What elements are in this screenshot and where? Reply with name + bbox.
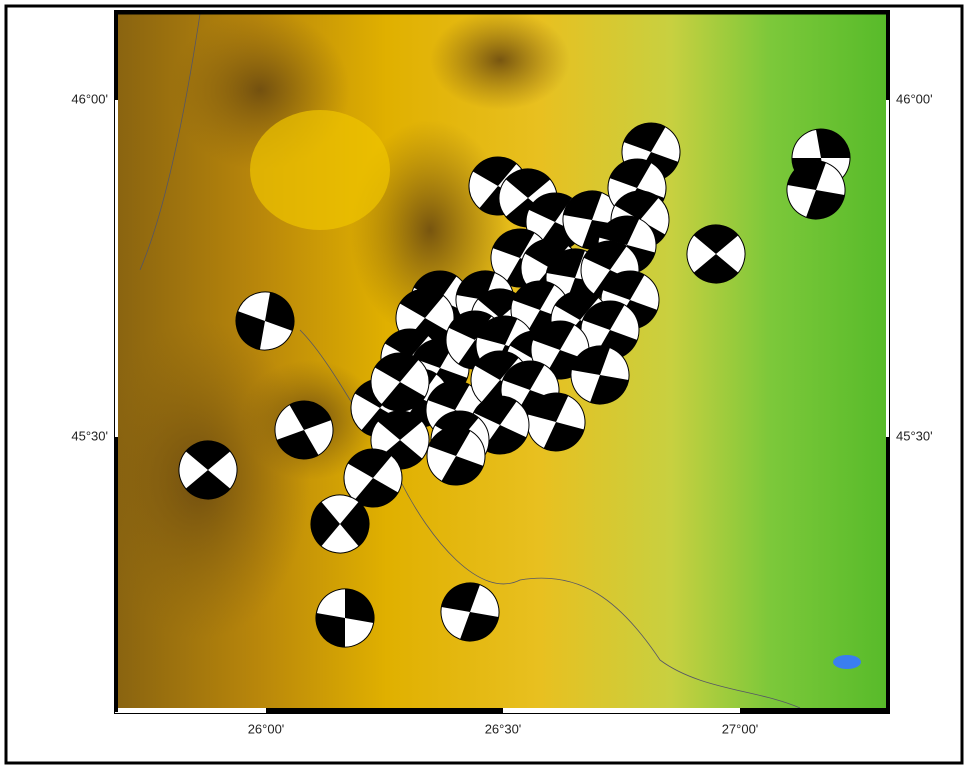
plateau	[250, 110, 390, 230]
frame-top	[114, 10, 890, 14]
page: 46°00' 45°30' 46°00' 45°30' 26°00' 26°30…	[0, 0, 968, 769]
lat-label: 45°30'	[71, 428, 108, 443]
lon-label: 26°30'	[485, 721, 522, 736]
map-figure: 46°00' 45°30' 46°00' 45°30' 26°00' 26°30…	[0, 0, 968, 769]
lon-label: 26°00'	[248, 721, 285, 736]
lat-label: 45°30'	[896, 428, 933, 443]
mountains	[430, 10, 570, 110]
lon-label: 27°00'	[722, 721, 759, 736]
lake	[833, 655, 861, 669]
lat-label: 46°00'	[71, 91, 108, 106]
lat-label: 46°00'	[896, 91, 933, 106]
